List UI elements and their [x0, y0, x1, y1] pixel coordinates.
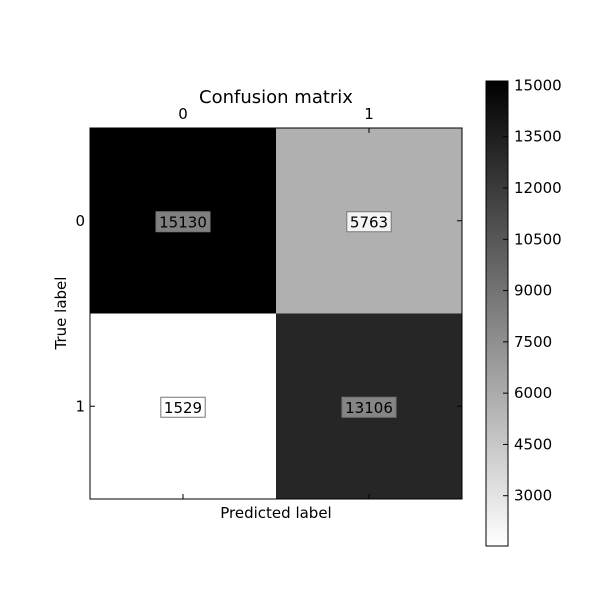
colorbar-tick-label: 6000 [514, 384, 552, 402]
cell-value-text: 5763 [350, 213, 388, 231]
chart-title: Confusion matrix [199, 87, 353, 108]
cell-label-box [160, 396, 206, 418]
x-tick-label: 1 [364, 105, 374, 123]
colorbar-tick-label: 12000 [514, 179, 562, 197]
colorbar-tick-label: 13500 [514, 128, 562, 146]
colorbar-tick-label: 10500 [514, 230, 562, 248]
plot-frame [89, 127, 463, 500]
cell-value-text: 1529 [164, 399, 202, 417]
cell-value-label: 1529 [160, 396, 206, 418]
colorbar-ticks: 3000 4500 6000 7500 9000 10500 12000 13500 15000 [503, 76, 562, 505]
colorbar-tick-label: 9000 [514, 282, 552, 300]
cell-label-box [155, 211, 211, 233]
colorbar [485, 80, 509, 547]
x-tick-label: 0 [178, 105, 188, 123]
cell-value-label: 15130 [155, 211, 211, 233]
cell-value-label: 5763 [346, 211, 392, 233]
y-tick-label: 1 [75, 397, 85, 415]
cell-label-box [341, 396, 397, 418]
colorbar-tick-label: 15000 [514, 76, 562, 94]
axis-ticks: 0 1 0 1 [75, 105, 462, 499]
y-axis-label: True label [52, 277, 70, 351]
cell-value-label: 13106 [341, 396, 397, 418]
heatmap-cell-labels: 15130 5763 1529 13106 [155, 211, 397, 418]
cell-label-box [346, 211, 392, 233]
x-axis-label: Predicted label [220, 504, 331, 522]
y-tick-label: 0 [75, 212, 85, 230]
cell-value-text: 15130 [159, 213, 207, 231]
colorbar-tick-label: 4500 [514, 435, 552, 453]
colorbar-tick-label: 7500 [514, 333, 552, 351]
colorbar-tick-label: 3000 [514, 487, 552, 505]
heatmap-cells [90, 128, 462, 499]
cell-value-text: 13106 [345, 399, 393, 417]
